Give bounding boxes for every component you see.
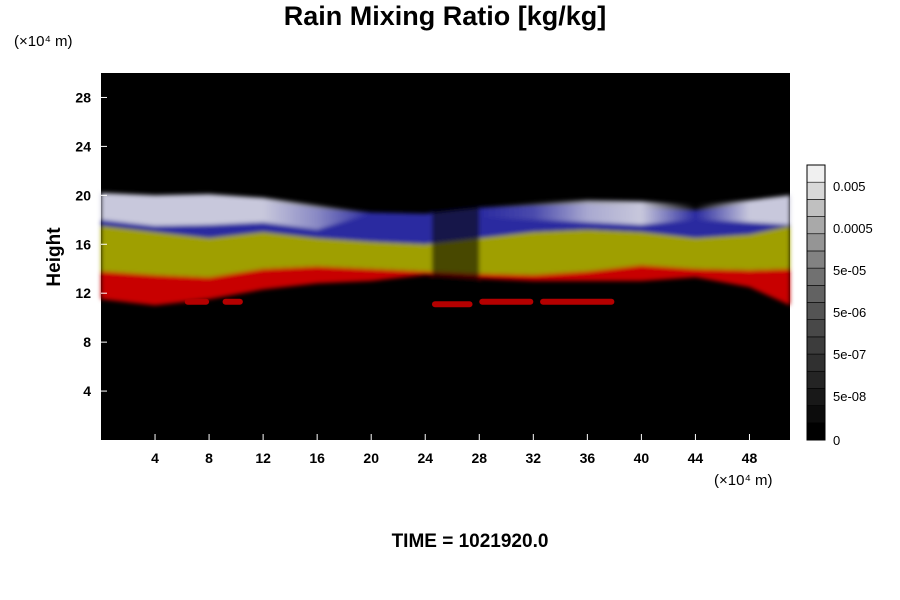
colorbar-tick-label: 5e-05 <box>833 263 866 278</box>
rain-streak-1 <box>184 298 210 305</box>
colorbar-level <box>806 370 826 389</box>
x-tick-label: 16 <box>309 450 325 466</box>
colorbar-level <box>806 319 826 338</box>
colorbar-level <box>806 164 826 183</box>
colorbar-level <box>806 302 826 320</box>
y-tick-label: 28 <box>75 89 91 105</box>
x-tick-label: 40 <box>634 450 650 466</box>
x-tick-label: 48 <box>742 450 758 466</box>
central-gap <box>431 207 480 300</box>
colorbar-frame <box>806 164 826 441</box>
time-label: TIME = 1021920.0 <box>391 531 549 552</box>
colorbar-tick-label: 0 <box>833 433 840 448</box>
y-axis-unit: (×10⁴ m) <box>14 33 73 50</box>
colorbar-level <box>806 233 826 252</box>
x-tick-label: 4 <box>151 450 159 466</box>
chart-title: Rain Mixing Ratio [kg/kg] <box>283 1 607 31</box>
y-tick-label: 16 <box>75 236 91 252</box>
rain-streak-2 <box>222 298 243 305</box>
colorbar-tick-label: 0.0005 <box>833 221 873 236</box>
colorbar-level <box>806 267 826 286</box>
rain-streak-3 <box>431 301 473 308</box>
x-tick-label: 12 <box>255 450 271 466</box>
colorbar-tick-label: 5e-07 <box>833 347 866 362</box>
colorbar-tick-label: 5e-08 <box>833 389 866 404</box>
rain-streak-5 <box>540 298 615 305</box>
colorbar-tick-label: 5e-06 <box>833 305 866 320</box>
colorbar-level <box>806 181 826 200</box>
y-axis: 4 8 12 16 20 24 28 <box>75 89 107 399</box>
x-tick-label: 44 <box>688 450 704 466</box>
x-tick-label: 32 <box>526 450 542 466</box>
field-bands <box>101 192 790 306</box>
colorbar-level <box>806 199 826 217</box>
x-axis: 4 8 12 16 20 24 28 32 36 40 44 48 <box>151 434 757 466</box>
x-tick-label: 20 <box>363 450 379 466</box>
rain-streak-4 <box>479 298 534 305</box>
band-white <box>101 192 790 230</box>
colorbar-level <box>806 353 826 372</box>
colorbar-level <box>806 216 826 235</box>
colorbar-level <box>806 422 826 441</box>
y-tick-label: 24 <box>75 138 91 154</box>
colorbar-level <box>806 388 826 406</box>
x-tick-label: 24 <box>417 450 433 466</box>
band-red <box>101 265 790 306</box>
colorbar-level <box>806 336 826 355</box>
x-tick-label: 36 <box>580 450 596 466</box>
colorbar-level <box>806 250 826 269</box>
colorbar: 0.005 0.0005 5e-05 5e-06 5e-07 5e-08 0 <box>806 164 873 448</box>
x-tick-label: 8 <box>205 450 213 466</box>
x-axis-unit: (×10⁴ m) <box>714 472 773 489</box>
y-tick-label: 8 <box>83 334 91 350</box>
y-tick-label: 12 <box>75 285 91 301</box>
y-tick-label: 20 <box>75 187 91 203</box>
rain-streaks <box>184 298 615 308</box>
colorbar-level <box>806 405 826 424</box>
x-tick-label: 28 <box>471 450 487 466</box>
y-tick-label: 4 <box>83 383 91 399</box>
colorbar-tick-label: 0.005 <box>833 179 866 194</box>
colorbar-level <box>806 285 826 303</box>
